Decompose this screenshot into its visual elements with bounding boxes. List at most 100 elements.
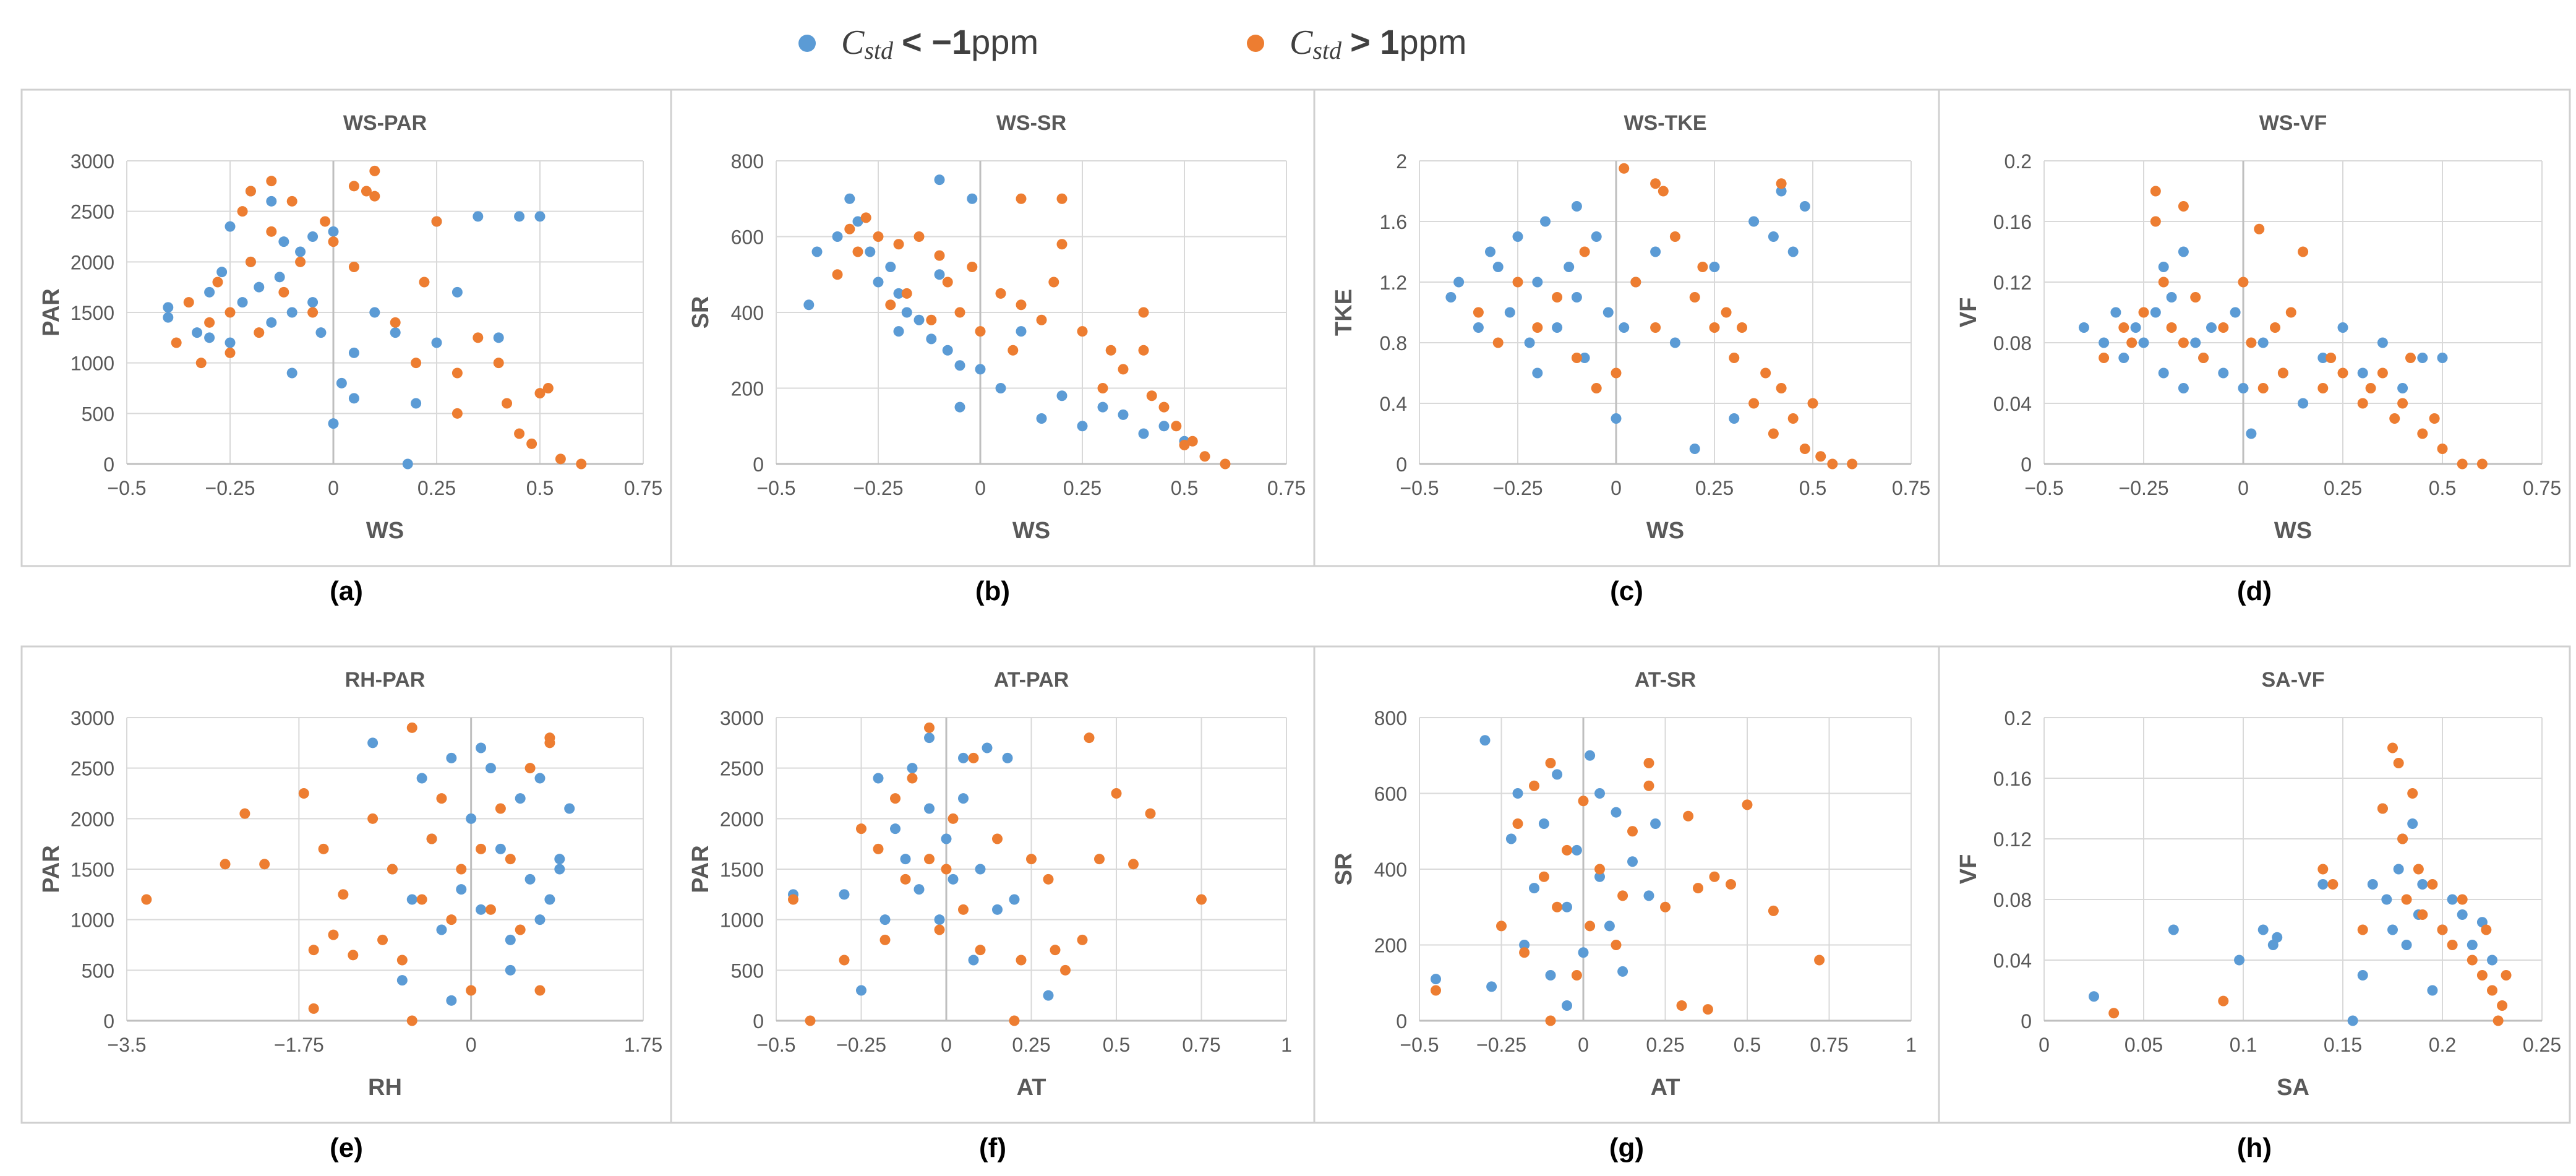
data-point-orange [2437, 444, 2448, 454]
data-point-blue [1603, 307, 1614, 318]
x-axis-label: WS [1646, 518, 1684, 544]
data-point-blue [1643, 890, 1654, 901]
y-tick-label: 1500 [71, 302, 114, 324]
data-point-orange [2270, 322, 2281, 333]
data-point-orange [1145, 808, 1156, 819]
data-point-orange [2397, 833, 2408, 844]
panel-caption: (b) [975, 576, 1010, 606]
x-axis-label: WS [366, 518, 404, 544]
chart-panel-4: WS-VF 0 0.04 0.08 0.12 0.16 0.2 −0.5 −0.25 0 0.25 0… [1938, 88, 2571, 606]
y-tick-label: 600 [731, 226, 764, 249]
data-point-orange [2497, 1000, 2508, 1011]
data-point-blue [367, 737, 379, 749]
data-point-blue [958, 752, 969, 763]
data-point-orange [1016, 299, 1027, 311]
y-tick-label: 2000 [71, 251, 114, 273]
data-point-orange [1545, 758, 1556, 768]
y-tick-label: 1.2 [1380, 272, 1407, 294]
y-tick-label: 2 [1396, 150, 1407, 173]
data-point-orange [1619, 163, 1630, 174]
data-point-orange [451, 408, 463, 419]
data-point-orange [2246, 337, 2257, 348]
data-point-orange [1016, 193, 1027, 204]
data-point-orange [992, 833, 1003, 844]
x-tick-label: 0.75 [2523, 477, 2561, 499]
data-point-orange [1532, 322, 1543, 333]
data-point-orange [419, 277, 430, 288]
x-tick-label: 0.2 [2429, 1034, 2456, 1056]
data-point-orange [2218, 995, 2229, 1006]
y-tick-label: 0 [753, 1010, 764, 1032]
data-point-blue [1709, 262, 1720, 272]
data-point-blue [2257, 924, 2269, 935]
data-point-blue [1591, 231, 1602, 242]
data-point-orange [1815, 451, 1826, 462]
data-point-orange [576, 458, 587, 470]
x-tick-label: 0 [1611, 477, 1622, 499]
x-tick-label: −0.5 [756, 477, 795, 499]
legend-marker-orange [1247, 35, 1264, 52]
y-tick-label: 500 [82, 403, 114, 425]
data-point-blue [1512, 231, 1523, 242]
data-point-orange [361, 186, 372, 197]
data-point-blue [446, 752, 457, 763]
y-tick-label: 0.4 [1380, 393, 1407, 415]
data-point-orange [237, 206, 248, 217]
data-point-blue [995, 383, 1006, 393]
y-tick-label: 400 [1374, 859, 1407, 881]
x-tick-label: 0.75 [1892, 477, 1930, 499]
y-tick-label: 0.12 [1993, 272, 2032, 294]
data-point-blue [1479, 735, 1491, 746]
data-point-orange [286, 195, 297, 207]
data-point-orange [954, 307, 965, 318]
data-point-blue [2257, 337, 2269, 348]
data-point-orange [1776, 178, 1787, 189]
data-point-orange [1847, 458, 1858, 470]
data-point-orange [2447, 940, 2458, 950]
y-tick-label: 2500 [71, 758, 114, 780]
data-point-orange [1650, 178, 1661, 189]
data-point-blue [192, 327, 203, 338]
data-point-blue [315, 327, 327, 338]
data-point-blue [402, 458, 413, 470]
data-point-blue [1594, 871, 1605, 882]
data-point-orange [1760, 367, 1771, 379]
data-point-blue [2337, 322, 2348, 333]
data-point-orange [1776, 383, 1787, 393]
chart-panel-1: WS-PAR 0 500 1000 1500 2000 2500 3000 −0.5 −0.25 0… [20, 88, 672, 606]
data-point-orange [204, 317, 215, 328]
y-tick-label: 0.2 [2005, 707, 2032, 729]
data-point-blue [975, 864, 986, 875]
data-point-orange [225, 307, 236, 318]
y-tick-label: 2500 [71, 201, 114, 223]
data-point-orange [1807, 398, 1818, 409]
x-tick-label: −0.25 [836, 1034, 886, 1056]
data-point-blue [2457, 909, 2468, 920]
data-point-blue [2158, 262, 2169, 272]
y-tick-label: 800 [1374, 707, 1407, 729]
data-point-blue [2078, 322, 2089, 333]
legend-label-orange-op: > 1 [1350, 22, 1399, 61]
data-point-orange [473, 332, 484, 343]
data-point-blue [803, 299, 815, 311]
data-point-orange [526, 438, 537, 449]
data-point-orange [338, 889, 349, 900]
data-point-orange [1669, 231, 1680, 242]
data-point-blue [225, 337, 236, 348]
data-point-orange [1519, 947, 1530, 958]
data-point-orange [451, 367, 463, 379]
data-point-orange [426, 833, 437, 844]
y-axis-label: PAR [38, 288, 64, 336]
data-point-orange [1060, 964, 1071, 976]
x-tick-label: −0.25 [205, 477, 255, 499]
data-point-orange [2357, 924, 2368, 935]
data-point-orange [1697, 262, 1708, 272]
data-point-blue [307, 297, 319, 308]
data-point-orange [1709, 322, 1720, 333]
data-point-orange [2487, 985, 2497, 996]
chart-title: RH-PAR [345, 668, 426, 692]
data-point-blue [1473, 322, 1484, 333]
data-point-blue [1562, 901, 1572, 912]
data-point-blue [390, 327, 401, 338]
